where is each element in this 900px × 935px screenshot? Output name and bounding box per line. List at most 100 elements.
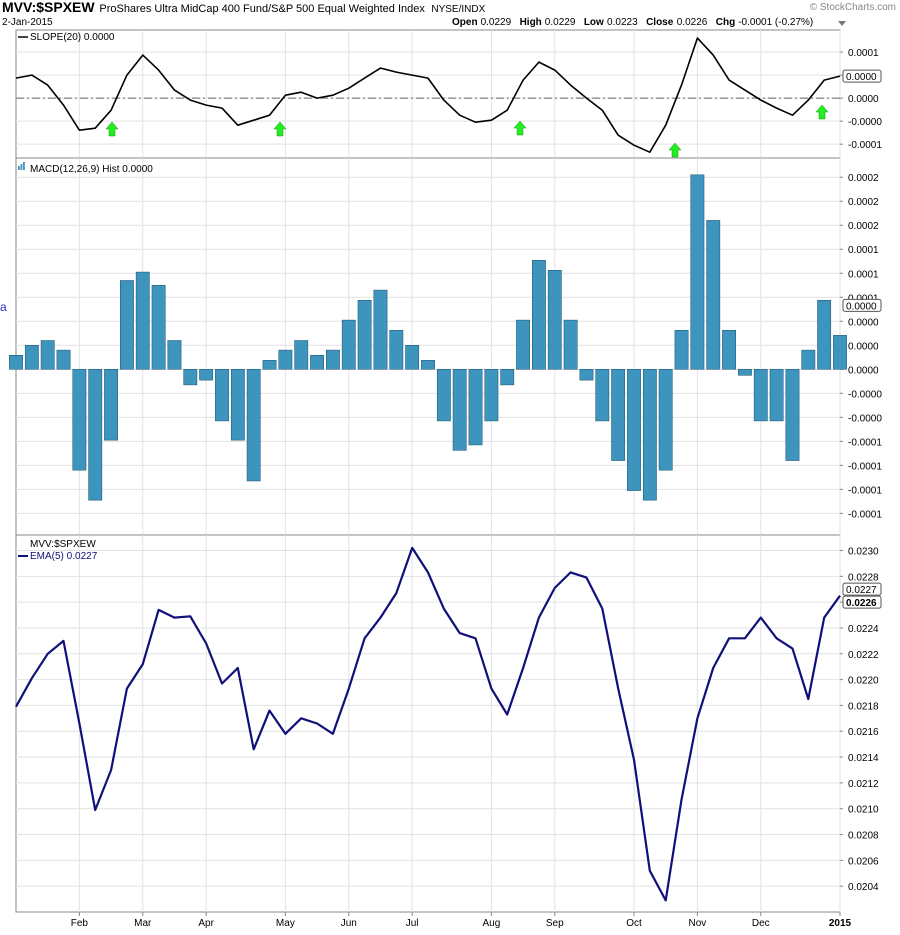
quote-value: 0.0229 xyxy=(481,17,512,28)
legend-icon xyxy=(18,166,20,170)
y-tick-label: 0.0000 xyxy=(848,94,879,105)
last-value-label: 0.0000 xyxy=(846,72,877,83)
up-arrow xyxy=(105,121,119,137)
up-arrow xyxy=(815,104,829,120)
bar xyxy=(753,369,768,422)
bar xyxy=(135,271,150,370)
last-value-box xyxy=(842,69,882,83)
bar xyxy=(278,349,293,370)
y-tick-label: -0.0001 xyxy=(848,437,882,448)
y-tick-label: 0.0001 xyxy=(848,269,879,280)
x-tick-label: Jul xyxy=(406,918,419,929)
bar xyxy=(215,369,229,422)
date: 2-Jan-2015 xyxy=(2,17,53,28)
bar xyxy=(563,319,578,370)
y-tick-label: 0.0212 xyxy=(848,779,879,790)
bar xyxy=(357,300,372,370)
y-tick-label: 0.0216 xyxy=(848,727,879,738)
y-tick-label: 0.0002 xyxy=(848,197,879,208)
bar xyxy=(674,330,689,370)
copyright: © StockCharts.com xyxy=(810,2,896,13)
quote-label: High xyxy=(520,17,542,28)
x-tick-label: Aug xyxy=(482,918,500,929)
y-tick-label: -0.0001 xyxy=(848,485,882,496)
y-tick-label: -0.0000 xyxy=(848,413,882,424)
bar xyxy=(104,369,118,441)
bar xyxy=(769,369,784,422)
bar xyxy=(246,369,261,482)
quote-label: Open xyxy=(452,17,478,28)
last-value-label: 0.0227 xyxy=(846,585,877,596)
last-value-label: 0.0226 xyxy=(846,598,877,609)
x-tick-label: May xyxy=(276,918,295,929)
bar xyxy=(817,300,832,370)
bar xyxy=(452,369,467,451)
bar xyxy=(421,360,435,370)
bar xyxy=(24,345,39,370)
y-tick-label: 0.0000 xyxy=(848,365,879,376)
quote-label: Low xyxy=(584,17,604,28)
bar xyxy=(88,369,103,501)
y-tick-label: -0.0000 xyxy=(848,389,882,400)
bar xyxy=(722,330,736,370)
y-tick-label: 0.0228 xyxy=(848,572,879,583)
bar xyxy=(484,369,499,422)
bar xyxy=(801,349,816,370)
y-tick-label: 0.0224 xyxy=(848,624,879,635)
y-tick-label: 0.0001 xyxy=(848,48,879,59)
exchange: NYSE/INDX xyxy=(431,4,485,15)
data-line xyxy=(15,37,841,153)
quote-value: -0.0001 (-0.27%) xyxy=(738,17,813,28)
y-tick-label: 0.0210 xyxy=(848,805,879,816)
bar xyxy=(310,355,324,370)
y-tick-label: 0.0214 xyxy=(848,753,879,764)
bar xyxy=(579,369,594,381)
quote-value: 0.0223 xyxy=(607,17,638,28)
up-arrow xyxy=(668,142,682,158)
x-tick-label: Dec xyxy=(752,918,770,929)
bar xyxy=(151,285,166,370)
bar xyxy=(738,369,752,376)
legend-label: EMA(5) 0.0227 xyxy=(30,551,98,562)
panel-label: MVV:$SPXEW xyxy=(30,539,96,550)
side-label: a xyxy=(0,300,7,314)
y-tick-label: -0.0000 xyxy=(848,117,882,128)
bar xyxy=(230,369,245,441)
bar xyxy=(120,280,134,370)
up-arrow xyxy=(513,120,527,136)
x-tick-label: Oct xyxy=(626,918,642,929)
legend-icon xyxy=(23,162,25,170)
last-value-box xyxy=(842,298,882,312)
y-tick-label: -0.0001 xyxy=(848,140,882,151)
bar xyxy=(326,349,340,370)
bar xyxy=(833,335,847,370)
bar xyxy=(500,369,515,386)
legend-icon xyxy=(20,164,23,170)
bar xyxy=(611,369,626,461)
data-line xyxy=(15,546,841,902)
panel-label: SLOPE(20) 0.0000 xyxy=(30,32,115,43)
quote: Open 0.0229 High 0.0229 Low 0.0223 Close 0.0226… xyxy=(452,17,813,28)
y-tick-label: -0.0001 xyxy=(848,509,882,520)
y-tick-label: 0.0204 xyxy=(848,882,879,893)
y-tick-label: 0.0002 xyxy=(848,221,879,232)
bar xyxy=(706,220,721,370)
quote-value: 0.0229 xyxy=(545,17,576,28)
y-tick-label: 0.0220 xyxy=(848,676,879,687)
y-tick-label: 0.0000 xyxy=(848,341,879,352)
bar xyxy=(516,319,530,370)
last-value-box xyxy=(842,582,882,596)
bar xyxy=(373,289,388,370)
y-tick-label: 0.0206 xyxy=(848,856,879,867)
x-tick-label: Sep xyxy=(546,918,564,929)
y-tick-label: 0.0001 xyxy=(848,245,879,256)
quote-label: Chg xyxy=(716,17,735,28)
y-tick-label: 0.0218 xyxy=(848,701,879,712)
dropdown-arrow[interactable] xyxy=(838,21,846,26)
bar xyxy=(341,319,356,370)
bar xyxy=(56,349,71,370)
bar xyxy=(627,369,641,491)
bar xyxy=(262,360,277,370)
quote-value: 0.0226 xyxy=(677,17,708,28)
